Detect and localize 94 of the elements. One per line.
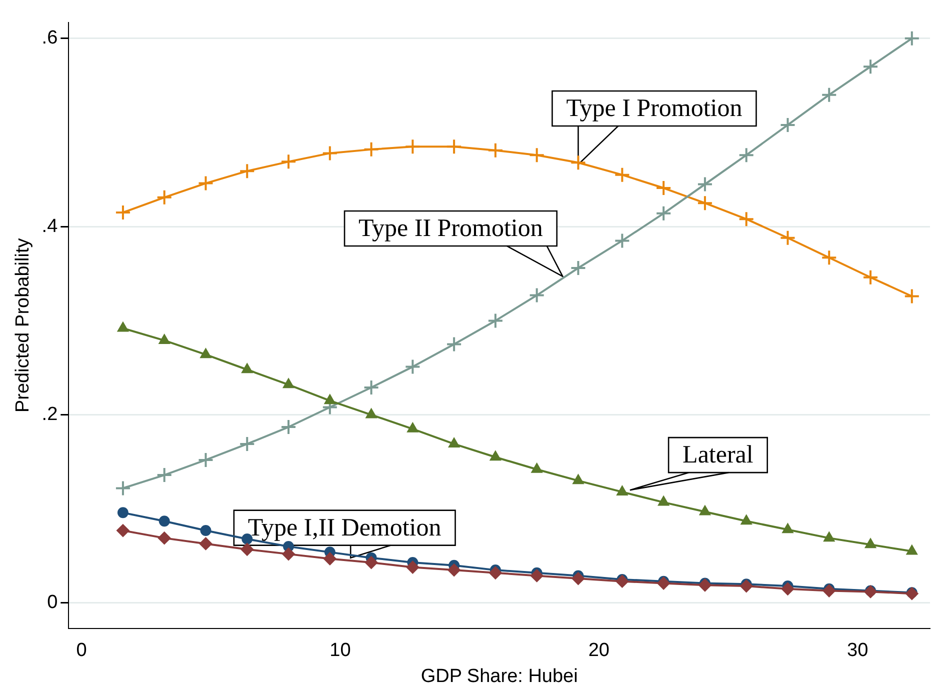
point bbox=[406, 560, 420, 574]
point bbox=[570, 154, 586, 171]
point bbox=[490, 450, 502, 461]
point bbox=[199, 537, 212, 550]
point bbox=[614, 166, 630, 183]
point bbox=[699, 505, 711, 516]
point bbox=[324, 394, 336, 404]
point bbox=[448, 437, 460, 448]
point bbox=[114, 480, 131, 496]
y-tick-label: .6 bbox=[42, 28, 58, 49]
point bbox=[696, 195, 713, 212]
point bbox=[280, 419, 297, 436]
x-tick-label: 30 bbox=[847, 640, 868, 662]
point bbox=[656, 205, 672, 222]
point bbox=[366, 408, 377, 418]
point bbox=[282, 378, 294, 388]
point bbox=[364, 556, 378, 570]
point bbox=[696, 176, 713, 192]
point bbox=[821, 86, 838, 103]
point bbox=[616, 485, 628, 496]
point bbox=[240, 542, 254, 556]
point bbox=[570, 260, 586, 276]
y-tick-label: 0 bbox=[47, 592, 58, 614]
point bbox=[528, 147, 545, 164]
point bbox=[404, 138, 421, 155]
point bbox=[782, 523, 794, 534]
x-tick-label: 0 bbox=[76, 640, 87, 662]
point bbox=[862, 269, 879, 286]
point bbox=[528, 287, 545, 304]
point bbox=[780, 116, 796, 133]
point bbox=[821, 250, 838, 266]
point bbox=[446, 138, 462, 155]
point bbox=[114, 204, 131, 220]
point bbox=[156, 189, 172, 206]
annotation: Type II Promotion bbox=[358, 215, 544, 242]
point bbox=[239, 436, 256, 452]
point bbox=[862, 58, 879, 75]
point bbox=[823, 532, 835, 542]
x-axis-title: GDP Share: Hubei bbox=[420, 666, 578, 687]
point bbox=[241, 363, 253, 374]
y-tick-label: .4 bbox=[42, 216, 58, 237]
x-tick-label: 20 bbox=[588, 640, 610, 662]
point bbox=[904, 288, 920, 304]
point bbox=[740, 514, 752, 525]
point bbox=[156, 467, 172, 484]
point bbox=[322, 145, 338, 162]
point bbox=[487, 142, 504, 158]
point bbox=[906, 544, 918, 555]
point bbox=[530, 569, 544, 582]
point bbox=[864, 538, 876, 548]
y-axis-title: Predicted Probability bbox=[12, 238, 34, 413]
point bbox=[487, 312, 504, 329]
point bbox=[116, 524, 130, 538]
point bbox=[117, 322, 129, 332]
point bbox=[698, 578, 712, 592]
point bbox=[531, 462, 543, 473]
y-tick-label: .2 bbox=[42, 404, 58, 426]
point bbox=[904, 30, 920, 46]
point bbox=[657, 576, 670, 590]
point bbox=[117, 507, 128, 518]
point bbox=[239, 163, 256, 180]
point bbox=[200, 348, 212, 358]
point bbox=[198, 452, 214, 468]
point bbox=[323, 552, 336, 566]
point bbox=[158, 516, 170, 527]
point bbox=[822, 584, 836, 598]
point bbox=[738, 147, 754, 164]
point bbox=[781, 582, 794, 596]
annotation: Type I,II Demotion bbox=[248, 514, 442, 542]
point bbox=[363, 380, 380, 396]
x-tick-label: 10 bbox=[330, 640, 351, 662]
point bbox=[200, 525, 212, 536]
point bbox=[282, 548, 296, 561]
point bbox=[448, 564, 461, 577]
point bbox=[658, 496, 670, 506]
point bbox=[740, 580, 753, 593]
point bbox=[780, 230, 796, 246]
point bbox=[614, 232, 630, 249]
point bbox=[158, 532, 171, 545]
point bbox=[572, 572, 585, 586]
point bbox=[198, 175, 214, 192]
point bbox=[572, 474, 584, 484]
point bbox=[488, 566, 502, 580]
point bbox=[616, 574, 629, 588]
point bbox=[406, 422, 418, 432]
point bbox=[363, 141, 380, 158]
point bbox=[158, 334, 170, 344]
point bbox=[656, 180, 672, 196]
annotation: Lateral bbox=[682, 442, 754, 469]
point bbox=[404, 358, 421, 375]
point bbox=[446, 336, 462, 352]
point bbox=[738, 211, 754, 228]
annotation: Type I Promotion bbox=[566, 95, 743, 122]
point bbox=[280, 154, 297, 170]
